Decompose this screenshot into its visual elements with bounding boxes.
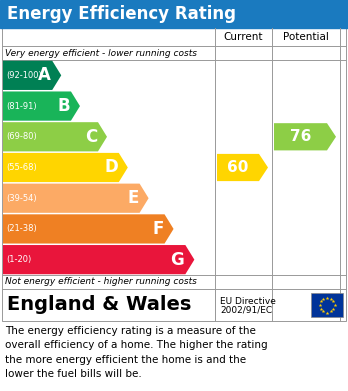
Bar [0,0,348,28]
Polygon shape [3,122,107,151]
Polygon shape [3,153,128,182]
Polygon shape [217,154,268,181]
Text: 76: 76 [290,129,311,144]
Text: 60: 60 [227,160,249,175]
Polygon shape [3,184,149,213]
Polygon shape [3,61,61,90]
Text: Potential: Potential [283,32,329,42]
Text: (69-80): (69-80) [6,132,37,141]
Text: Not energy efficient - higher running costs: Not energy efficient - higher running co… [5,278,197,287]
Text: (81-91): (81-91) [6,102,37,111]
Text: (1-20): (1-20) [6,255,31,264]
Text: G: G [171,251,184,269]
Text: C: C [85,128,97,146]
Text: 2002/91/EC: 2002/91/EC [220,305,272,314]
Text: Very energy efficient - lower running costs: Very energy efficient - lower running co… [5,48,197,57]
Text: (39-54): (39-54) [6,194,37,203]
Text: (55-68): (55-68) [6,163,37,172]
Text: F: F [152,220,164,238]
Bar [2,28,346,321]
Text: Energy Efficiency Rating: Energy Efficiency Rating [7,5,236,23]
Text: (21-38): (21-38) [6,224,37,233]
Text: EU Directive: EU Directive [220,296,276,305]
Text: Current: Current [224,32,263,42]
Polygon shape [3,91,80,121]
Text: D: D [104,158,118,176]
Polygon shape [3,245,195,274]
Text: The energy efficiency rating is a measure of the
overall efficiency of a home. T: The energy efficiency rating is a measur… [5,326,268,379]
Text: (92-100): (92-100) [6,71,42,80]
Text: A: A [38,66,51,84]
Text: England & Wales: England & Wales [7,296,191,314]
Bar [311,293,343,317]
Text: B: B [57,97,70,115]
Polygon shape [3,214,174,244]
Polygon shape [274,123,336,151]
Text: E: E [127,189,139,207]
